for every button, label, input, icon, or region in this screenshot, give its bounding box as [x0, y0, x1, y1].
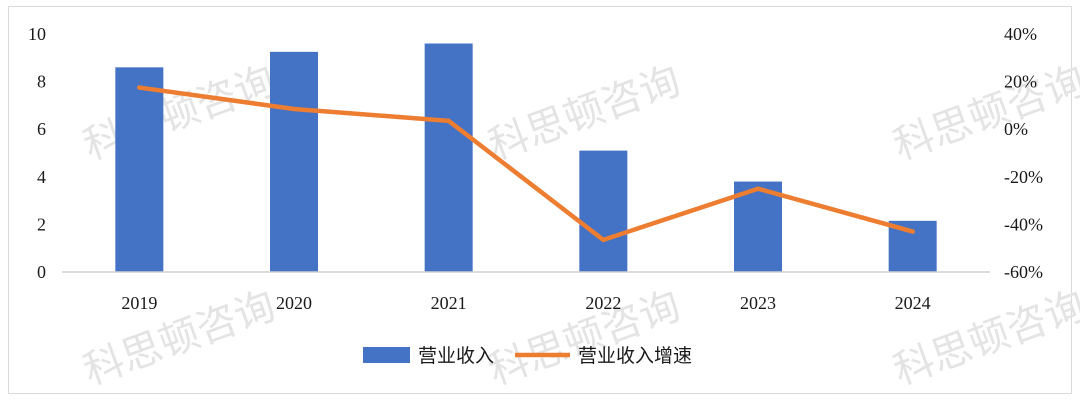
growth-point-2020: [291, 106, 297, 112]
x-tick-label: 2022: [585, 293, 621, 313]
x-tick-label: 2021: [431, 293, 467, 313]
x-tick-label: 2019: [121, 293, 157, 313]
bar-2022: [579, 150, 628, 272]
growth-line: [137, 85, 915, 243]
watermark-text: 科思顿咨询: [78, 283, 282, 395]
bar-2020: [270, 51, 318, 272]
left-tick-label: 8: [37, 72, 46, 92]
bar-2019: [115, 67, 164, 272]
bar-series: [115, 43, 937, 272]
left-axis-ticks: 0 2 4 6 8 10: [28, 24, 46, 282]
growth-point-2019: [137, 85, 142, 90]
right-axis-ticks: -60% -40% -20% 0% 20% 40%: [1004, 24, 1043, 282]
right-tick-label: 40%: [1004, 24, 1037, 44]
x-tick-label: 2023: [740, 293, 776, 313]
bar-2021: [424, 43, 473, 272]
legend: 营业收入 营业收入增速: [363, 345, 692, 367]
right-tick-label: -40%: [1004, 214, 1043, 234]
right-tick-label: 20%: [1004, 72, 1037, 92]
left-tick-label: 0: [37, 262, 46, 282]
right-tick-label: 0%: [1004, 119, 1028, 139]
growth-point-2022: [601, 237, 606, 243]
legend-bar-label: 营业收入: [418, 345, 494, 367]
growth-point-2023: [755, 186, 761, 191]
growth-point-2021: [446, 118, 451, 124]
line-series: [137, 85, 915, 243]
left-tick-label: 6: [37, 119, 46, 139]
left-tick-label: 10: [28, 24, 46, 44]
chart-frame: [8, 6, 1072, 394]
legend-line-label: 营业收入增速: [578, 345, 692, 367]
x-tick-label: 2020: [276, 293, 312, 313]
x-tick-label: 2024: [895, 293, 931, 313]
right-tick-label: -60%: [1004, 262, 1043, 282]
x-axis-ticks: 2019 2020 2021 2022 2023 2024: [121, 293, 930, 313]
legend-bar-swatch: [363, 347, 410, 363]
right-tick-label: -20%: [1004, 167, 1043, 187]
watermark-text: 科思顿咨询: [78, 58, 282, 170]
watermark-text: 科思顿咨询: [888, 58, 1080, 170]
left-tick-label: 2: [37, 214, 46, 234]
left-tick-label: 4: [37, 167, 46, 187]
bar-2023: [734, 181, 782, 272]
growth-point-2024: [910, 229, 915, 234]
